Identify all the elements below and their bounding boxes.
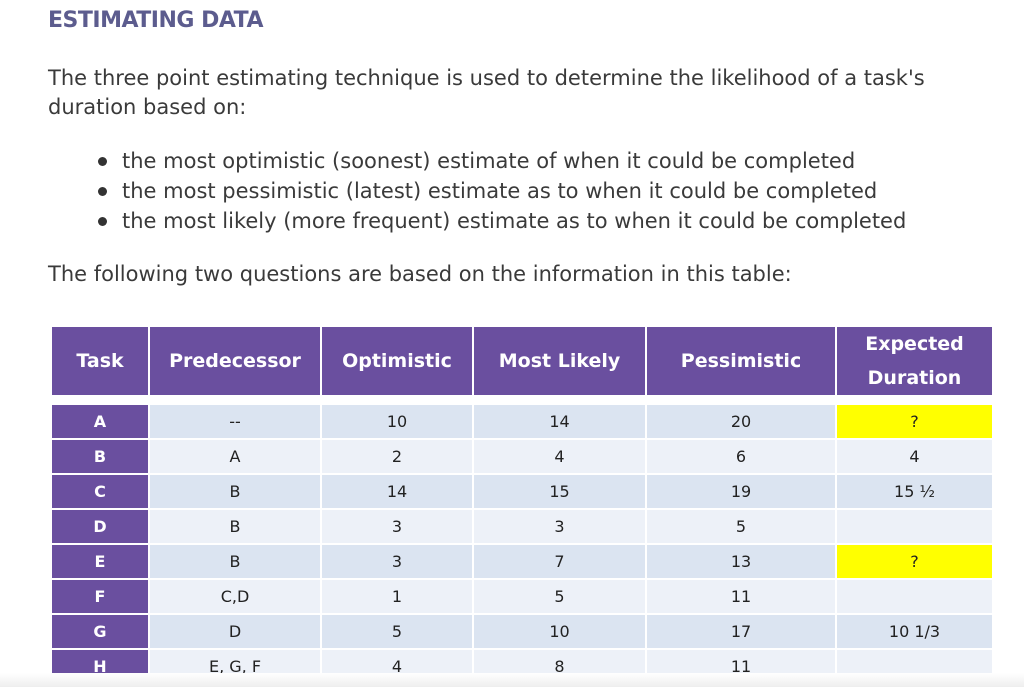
table-cell: 17: [645, 613, 837, 649]
table-cell: 5: [645, 508, 837, 544]
table-cell: B: [148, 543, 322, 579]
table-cell: 4: [835, 438, 994, 474]
column-header: Predecessor: [148, 325, 322, 397]
estimate-table: Task Predecessor Optimistic Most Likely Pess…: [50, 325, 994, 683]
table-cell: ?: [835, 403, 994, 439]
table-row: C B 14 15 19 15 ½: [50, 473, 994, 509]
table-cell: ?: [835, 543, 994, 579]
table-cell: 20: [645, 403, 837, 439]
bullet-list: the most optimistic (soonest) estimate o…: [96, 146, 906, 236]
table-cell: 10: [472, 613, 647, 649]
table-cell: 3: [320, 543, 474, 579]
table-cell: A: [148, 438, 322, 474]
table-row: E B 3 7 13?: [50, 543, 994, 579]
column-header: Optimistic: [320, 325, 474, 397]
table-cell: 13: [645, 543, 837, 579]
page-title: ESTIMATING DATA: [48, 8, 264, 33]
task-cell: D: [50, 508, 150, 544]
bullet-item: the most likely (more frequent) estimate…: [96, 206, 906, 236]
task-cell: G: [50, 613, 150, 649]
spacer-cell: [51, 396, 993, 404]
bullet-item: the most pessimistic (latest) estimate a…: [96, 176, 906, 206]
table-cell: 4: [472, 438, 647, 474]
column-header: Most Likely: [472, 325, 647, 397]
intro-paragraph: The three point estimating technique is …: [48, 66, 925, 119]
task-cell: H: [50, 648, 150, 683]
table-cell: D: [148, 613, 322, 649]
table-row: G D 5 10 17 10 1/3: [50, 613, 994, 649]
table-cell: 10: [320, 403, 474, 439]
task-cell: A: [50, 403, 150, 439]
table-cell: 5: [472, 578, 647, 614]
bullet-item: the most optimistic (soonest) estimate o…: [96, 146, 906, 176]
table-cell: [835, 508, 994, 544]
table-cell: 14: [472, 403, 647, 439]
table-cell: 3: [320, 508, 474, 544]
table-cell: 19: [645, 473, 837, 509]
table-cell: 14: [320, 473, 474, 509]
table-cell: 10 1/3: [835, 613, 994, 649]
table-cell: 15: [472, 473, 647, 509]
task-cell: F: [50, 578, 150, 614]
task-cell: C: [50, 473, 150, 509]
table-cell: [835, 578, 994, 614]
table-row: F C,D 1 5 11: [50, 578, 994, 614]
bottom-fade: [0, 673, 1024, 687]
table-cell: 11: [645, 578, 837, 614]
lead-paragraph: The following two questions are based on…: [48, 262, 792, 286]
table-cell: 1: [320, 578, 474, 614]
header-row: Task Predecessor Optimistic Most Likely Pess…: [50, 325, 994, 397]
task-cell: B: [50, 438, 150, 474]
table-cell: 2: [320, 438, 474, 474]
table-cell: B: [148, 473, 322, 509]
column-header: Expected Duration: [835, 325, 994, 397]
column-header: Pessimistic: [645, 325, 837, 397]
table-cell: 15 ½: [835, 473, 994, 509]
table-cell: 3: [472, 508, 647, 544]
table-cell: C,D: [148, 578, 322, 614]
table-body: A -- 10 14 20? B A 2 4 6 4 C B 14 15 19 15 ½ D B 3 3 5 E B 3 7 13?…: [50, 396, 994, 683]
table-cell: B: [148, 508, 322, 544]
table-cell: 5: [320, 613, 474, 649]
column-header: Task: [50, 325, 150, 397]
table-cell: 6: [645, 438, 837, 474]
spacer-row: [51, 396, 993, 404]
table-row: A -- 10 14 20?: [50, 403, 994, 439]
task-cell: E: [50, 543, 150, 579]
table-cell: --: [148, 403, 322, 439]
table-cell: 7: [472, 543, 647, 579]
